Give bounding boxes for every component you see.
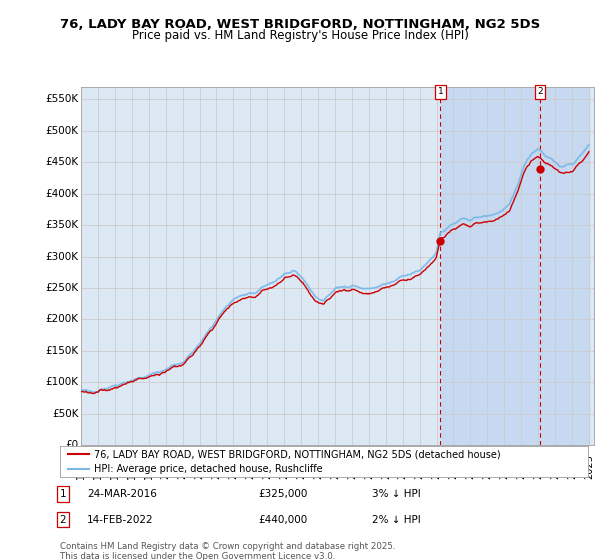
Text: £400K: £400K bbox=[46, 189, 79, 199]
Text: 2004: 2004 bbox=[229, 454, 238, 479]
Text: £550K: £550K bbox=[46, 95, 79, 104]
Text: 2017: 2017 bbox=[448, 454, 458, 479]
Text: 76, LADY BAY ROAD, WEST BRIDGFORD, NOTTINGHAM, NG2 5DS: 76, LADY BAY ROAD, WEST BRIDGFORD, NOTTI… bbox=[60, 18, 540, 31]
Text: 2021: 2021 bbox=[516, 454, 526, 479]
Text: Contains HM Land Registry data © Crown copyright and database right 2025.
This d: Contains HM Land Registry data © Crown c… bbox=[60, 542, 395, 560]
Text: £300K: £300K bbox=[46, 251, 79, 262]
Text: £450K: £450K bbox=[46, 157, 79, 167]
Text: 1: 1 bbox=[437, 87, 443, 96]
Text: 2018: 2018 bbox=[466, 454, 475, 479]
Text: £0: £0 bbox=[65, 440, 79, 450]
Text: £500K: £500K bbox=[46, 126, 79, 136]
Text: 76, LADY BAY ROAD, WEST BRIDGFORD, NOTTINGHAM, NG2 5DS (detached house): 76, LADY BAY ROAD, WEST BRIDGFORD, NOTTI… bbox=[94, 449, 501, 459]
Text: 3% ↓ HPI: 3% ↓ HPI bbox=[372, 489, 421, 499]
Text: 1: 1 bbox=[59, 489, 67, 499]
Text: 2: 2 bbox=[538, 87, 543, 96]
Text: 1997: 1997 bbox=[110, 454, 120, 479]
Text: 1998: 1998 bbox=[127, 454, 137, 479]
Text: 2% ↓ HPI: 2% ↓ HPI bbox=[372, 515, 421, 525]
Text: 2014: 2014 bbox=[398, 454, 407, 479]
Text: 2002: 2002 bbox=[194, 454, 205, 479]
Text: 2003: 2003 bbox=[211, 454, 221, 479]
Text: £100K: £100K bbox=[46, 377, 79, 388]
Text: £440,000: £440,000 bbox=[258, 515, 307, 525]
Text: £250K: £250K bbox=[46, 283, 79, 293]
Text: £200K: £200K bbox=[46, 315, 79, 324]
Text: 1999: 1999 bbox=[144, 454, 154, 479]
Text: 2010: 2010 bbox=[330, 454, 340, 479]
Text: £50K: £50K bbox=[52, 409, 79, 419]
Text: £325,000: £325,000 bbox=[258, 489, 307, 499]
Text: 2011: 2011 bbox=[347, 454, 357, 479]
Text: 2000: 2000 bbox=[161, 454, 170, 479]
Text: 2022: 2022 bbox=[533, 454, 543, 479]
Text: 24-MAR-2016: 24-MAR-2016 bbox=[87, 489, 157, 499]
Text: 2009: 2009 bbox=[313, 454, 323, 479]
Text: 2024: 2024 bbox=[567, 454, 577, 479]
Text: 2016: 2016 bbox=[431, 454, 442, 479]
Text: 2: 2 bbox=[59, 515, 67, 525]
Text: HPI: Average price, detached house, Rushcliffe: HPI: Average price, detached house, Rush… bbox=[94, 464, 323, 474]
Text: 2020: 2020 bbox=[499, 454, 509, 479]
Text: 1996: 1996 bbox=[93, 454, 103, 479]
Text: 2023: 2023 bbox=[550, 454, 560, 479]
Text: Price paid vs. HM Land Registry's House Price Index (HPI): Price paid vs. HM Land Registry's House … bbox=[131, 29, 469, 42]
Text: 2001: 2001 bbox=[178, 454, 188, 479]
Text: 2019: 2019 bbox=[482, 454, 493, 479]
Text: 1995: 1995 bbox=[76, 454, 86, 479]
Text: 2015: 2015 bbox=[415, 454, 425, 479]
Text: 2013: 2013 bbox=[381, 454, 391, 479]
Text: 2008: 2008 bbox=[296, 454, 306, 479]
Text: 2025: 2025 bbox=[584, 454, 594, 479]
Text: 2005: 2005 bbox=[245, 454, 256, 479]
Text: £350K: £350K bbox=[46, 220, 79, 230]
Text: 2012: 2012 bbox=[364, 454, 374, 479]
Text: 2007: 2007 bbox=[279, 454, 289, 479]
Text: 14-FEB-2022: 14-FEB-2022 bbox=[87, 515, 154, 525]
Text: 2006: 2006 bbox=[262, 454, 272, 479]
Text: £150K: £150K bbox=[46, 346, 79, 356]
